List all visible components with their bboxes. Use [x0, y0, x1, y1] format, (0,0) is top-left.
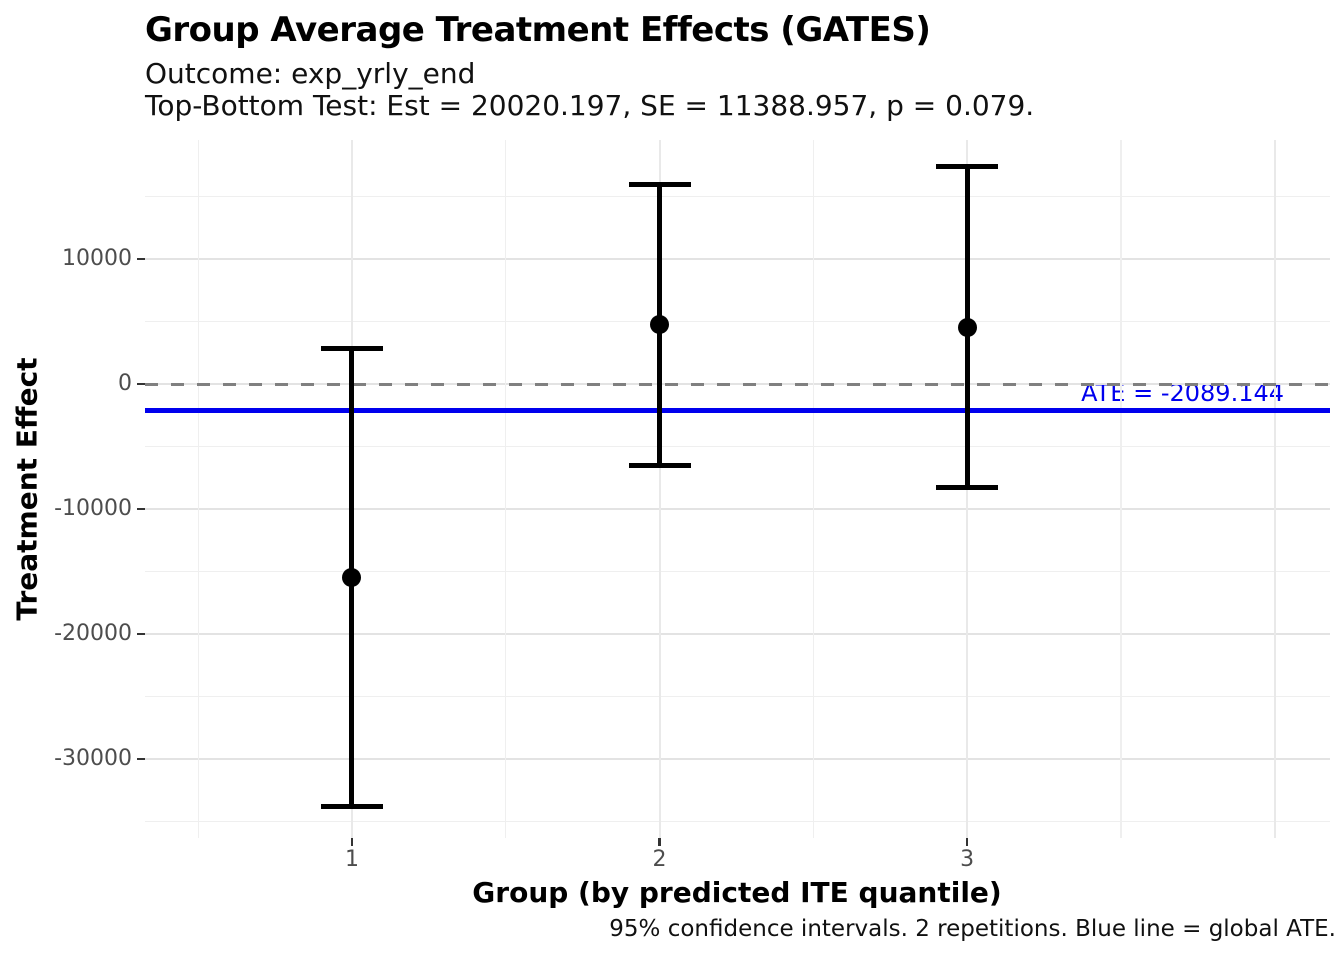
y-tick-label: 0 [118, 371, 132, 396]
errorbar-cap-bottom-group-3 [936, 484, 999, 490]
y-tick-mark [137, 757, 145, 761]
y-tick-label: -20000 [54, 621, 132, 646]
y-minor-gridline [145, 320, 1330, 323]
x-minor-gridline [197, 140, 199, 838]
y-major-gridline [145, 508, 1330, 510]
x-tick-label: 2 [652, 847, 667, 872]
x-tick-mark [965, 838, 969, 846]
estimate-point-group-1 [342, 567, 362, 587]
x-minor-gridline [1120, 140, 1122, 838]
y-tick-label: 10000 [62, 246, 132, 271]
y-tick-label: -10000 [54, 496, 132, 521]
y-minor-gridline [145, 570, 1330, 573]
x-minor-gridline [505, 140, 507, 838]
y-major-gridline [145, 758, 1330, 760]
chart-caption: 95% confidence intervals. 2 repetitions.… [609, 916, 1336, 942]
y-minor-gridline [145, 695, 1330, 698]
errorbar-cap-bottom-group-1 [320, 804, 383, 809]
chart-title: Group Average Treatment Effects (GATES) [145, 10, 931, 50]
chart-subtitle-topbottom-test: Top-Bottom Test: Est = 20020.197, SE = 1… [145, 89, 1035, 122]
y-minor-gridline [145, 820, 1330, 823]
x-major-gridline [658, 140, 661, 838]
errorbar-cap-top-group-2 [628, 181, 691, 187]
y-tick-mark [137, 507, 145, 511]
estimate-point-group-2 [650, 315, 670, 335]
ate-reference-line [145, 407, 1330, 413]
x-major-gridline [1273, 140, 1276, 838]
y-tick-label: -30000 [54, 746, 132, 771]
errorbar-cap-bottom-group-2 [628, 462, 691, 468]
y-minor-gridline [145, 445, 1330, 448]
errorbar-cap-top-group-1 [320, 345, 383, 351]
chart-subtitle-outcome: Outcome: exp_yrly_end [145, 57, 476, 90]
x-tick-label: 1 [344, 847, 359, 872]
y-minor-gridline [145, 195, 1330, 198]
x-tick-mark [658, 838, 661, 846]
x-axis-title: Group (by predicted ITE quantile) [472, 876, 1002, 909]
zero-reference-line [145, 382, 1330, 386]
y-tick-mark [137, 632, 145, 636]
y-axis-title: Treatment Effect [10, 357, 44, 621]
x-tick-mark [350, 838, 354, 846]
y-major-gridline [145, 258, 1330, 260]
y-tick-mark [137, 257, 145, 261]
estimate-point-group-3 [957, 317, 977, 337]
y-major-gridline [145, 633, 1330, 635]
x-minor-gridline [812, 140, 814, 838]
y-tick-mark [137, 382, 145, 386]
errorbar-cap-top-group-3 [936, 164, 999, 169]
x-tick-label: 3 [960, 847, 975, 872]
